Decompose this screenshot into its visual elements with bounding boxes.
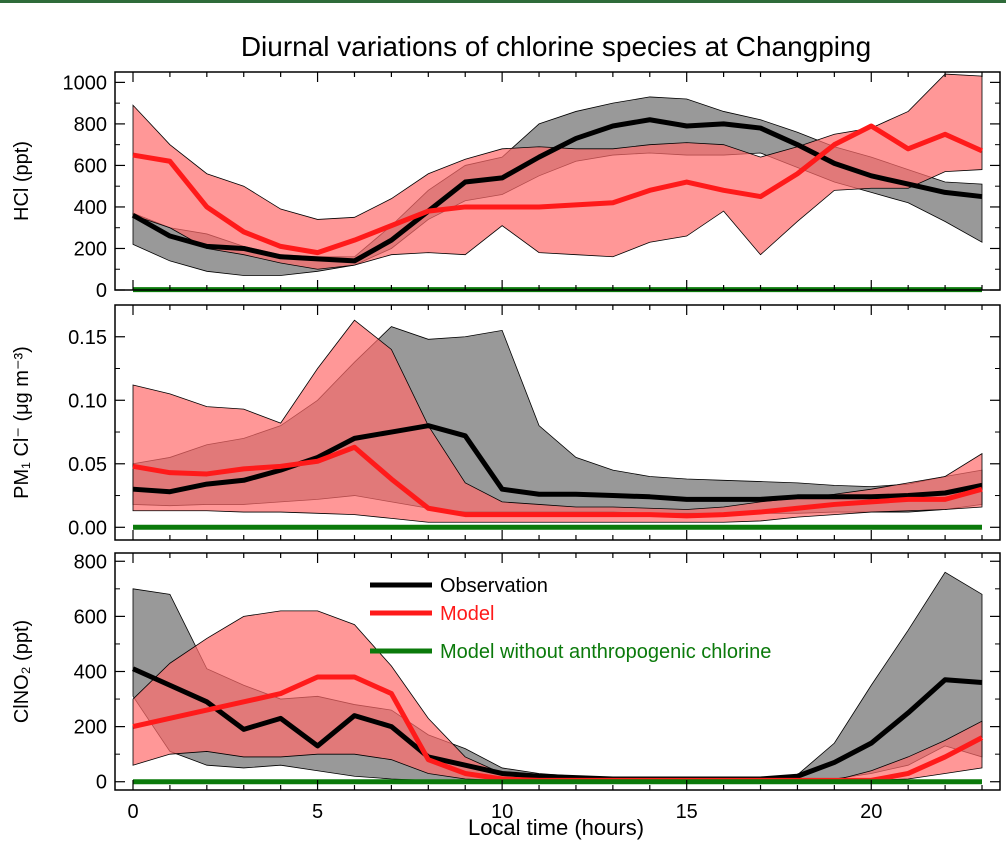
plot-frame bbox=[114, 304, 1001, 541]
x-tick-label: 20 bbox=[860, 801, 882, 823]
y-tick-label: 200 bbox=[74, 717, 107, 739]
x-tick-label: 5 bbox=[312, 801, 323, 823]
top-rule bbox=[0, 0, 1006, 3]
x-tick-label: 0 bbox=[127, 801, 138, 823]
y-tick-label: 800 bbox=[74, 114, 107, 136]
y-axis-label: HCl (ppt) bbox=[11, 141, 33, 221]
series-line-obs bbox=[131, 117, 983, 264]
chart-title: Diurnal variations of chlorine species a… bbox=[241, 31, 871, 62]
panel-1: 0 200 400 600 800 1000 HCl (ppt) bbox=[11, 71, 1001, 302]
x-axis-label: Local time (hours) bbox=[468, 815, 644, 840]
legend-label: Observation bbox=[440, 575, 548, 597]
band-model bbox=[132, 73, 983, 270]
plot-frame bbox=[114, 71, 1001, 291]
band-model bbox=[132, 610, 983, 781]
y-tick-label: 0.15 bbox=[68, 327, 107, 349]
y-tick-label: 0.05 bbox=[68, 454, 107, 476]
y-tick-label: 600 bbox=[74, 606, 107, 628]
y-tick-label: 200 bbox=[74, 238, 107, 260]
legend-label: Model without anthropogenic chlorine bbox=[440, 641, 771, 663]
legend-label: Model bbox=[440, 603, 494, 625]
y-tick-label: 800 bbox=[74, 551, 107, 573]
series-line-obs bbox=[132, 423, 983, 502]
x-tick-label: 15 bbox=[676, 801, 698, 823]
series-line-model bbox=[132, 444, 983, 519]
y-tick-label: 0.00 bbox=[68, 517, 107, 539]
series-line-obs bbox=[131, 666, 983, 782]
series-line-model bbox=[132, 123, 984, 256]
y-tick-label: 0 bbox=[96, 772, 107, 794]
y-tick-label: 1000 bbox=[63, 72, 108, 94]
panel-3: 0 200 400 600 800 ClNO₂ (ppt) 0 5 10 15 20 bbox=[11, 551, 1001, 823]
y-tick-label: 0.10 bbox=[68, 390, 107, 412]
y-axis-label: ClNO₂ (ppt) bbox=[11, 620, 33, 723]
y-tick-label: 0 bbox=[96, 280, 107, 302]
y-tick-label: 400 bbox=[74, 197, 107, 219]
y-axis-label: PM₁ Cl⁻ (μg m⁻³) bbox=[11, 346, 33, 499]
y-tick-label: 400 bbox=[74, 662, 107, 684]
panel-2: 0.00 0.05 0.10 0.15 PM₁ Cl⁻ (μg m⁻³) bbox=[11, 304, 1001, 541]
x-tick-label: 10 bbox=[491, 801, 513, 823]
legend: Observation Model Model without anthropoge… bbox=[370, 575, 771, 663]
y-tick-label: 600 bbox=[74, 155, 107, 177]
